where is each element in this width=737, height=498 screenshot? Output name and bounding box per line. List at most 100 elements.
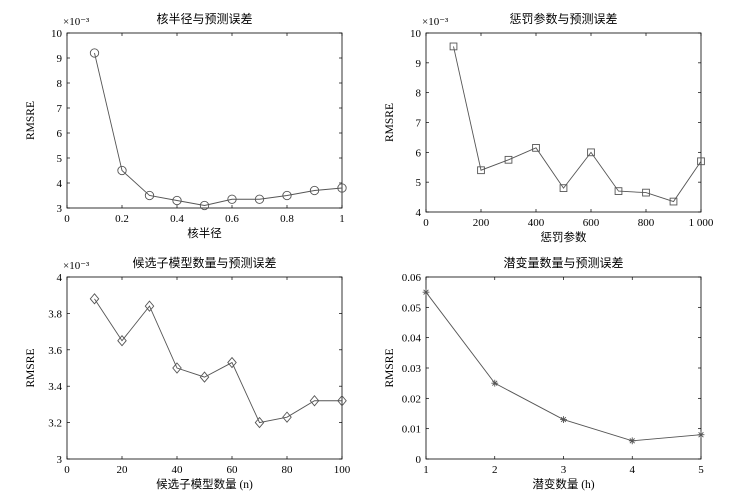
y-multiplier: ×10⁻³ <box>63 16 90 28</box>
y-tick-label: 0.01 <box>402 424 421 436</box>
x-axis-label: 潜变数量 (h) <box>532 477 594 491</box>
data-point-marker <box>669 197 678 206</box>
x-tick-label: 0.2 <box>115 213 129 225</box>
y-tick-label: 4 <box>57 178 63 190</box>
data-point-marker <box>587 148 595 157</box>
data-point-marker <box>172 362 182 374</box>
data-point-marker <box>117 165 127 176</box>
x-tick-label: 800 <box>638 217 655 229</box>
x-tick-label: 0 <box>64 464 70 476</box>
data-point-marker <box>309 395 320 407</box>
x-tick-label: 0 <box>64 213 70 225</box>
y-tick-label: 6 <box>416 147 422 159</box>
y-axis-label: RMSRE <box>25 349 37 388</box>
series-line <box>94 298 342 424</box>
x-axis-label: 候选子模型数量 (n) <box>156 477 253 491</box>
y-tick-label: 3.2 <box>48 418 62 430</box>
y-tick-label: 0.04 <box>402 333 422 345</box>
y-tick-label: 3.8 <box>48 308 62 320</box>
chart-title: 候选子模型数量与预测误差 <box>132 255 276 270</box>
y-tick-label: 3 <box>57 203 63 215</box>
axes-frame <box>425 276 702 460</box>
chart-title: 惩罚参数与预测误差 <box>509 11 617 26</box>
y-tick-label: 3 <box>57 454 63 466</box>
y-tick-label: 0.02 <box>402 393 421 405</box>
y-tick-label: 9 <box>57 53 63 65</box>
data-point-marker <box>477 166 485 175</box>
y-axis-label: RMSRE <box>384 103 396 142</box>
y-tick-label: 3.6 <box>48 345 62 357</box>
x-tick-label: 100 <box>334 464 351 476</box>
y-tick-label: 0.05 <box>402 302 422 314</box>
y-tick-label: 3.4 <box>48 381 62 393</box>
axes-frame <box>66 276 343 460</box>
y-tick-label: 8 <box>416 88 422 100</box>
data-point-marker <box>337 183 347 193</box>
x-tick-label: 600 <box>583 217 600 229</box>
x-tick-label: 80 <box>282 464 294 476</box>
data-point-marker <box>614 187 623 195</box>
y-tick-label: 0.06 <box>402 272 422 284</box>
x-tick-label: 20 <box>117 464 129 476</box>
series-line <box>94 52 343 206</box>
x-tick-label: 1 000 <box>689 217 714 229</box>
data-point-marker <box>199 371 210 383</box>
x-tick-label: 200 <box>473 217 490 229</box>
chart-title: 潜变量数量与预测误差 <box>503 255 623 270</box>
data-point-marker <box>144 300 155 312</box>
y-tick-label: 7 <box>416 118 422 130</box>
data-point-marker <box>309 185 320 196</box>
y-multiplier: ×10⁻³ <box>422 16 449 28</box>
y-tick-label: 6 <box>57 128 63 140</box>
x-tick-label: 4 <box>630 464 636 476</box>
x-tick-label: 60 <box>227 464 239 476</box>
chart-panel-4: 1 2 3 4 5 0 0.01 0.02 0.03 0.04 0.05 0.06 潜变量数量与预测误差… <box>384 255 705 491</box>
y-axis-label: RMSRE <box>25 101 37 140</box>
data-point-marker <box>89 293 100 305</box>
chart-panel-3: 0 20 40 60 80 100 3 3.2 3.4 3.6 3.8 4×10⁻³ 候选子模型数量与预… <box>25 255 351 491</box>
x-tick-label: 5 <box>698 464 704 476</box>
data-point-marker <box>199 200 210 211</box>
y-tick-label: 4 <box>416 207 422 219</box>
data-point-marker <box>642 188 650 197</box>
axes-frame <box>66 32 343 209</box>
y-tick-label: 8 <box>57 78 63 90</box>
data-point-marker <box>144 190 155 201</box>
x-axis-label: 惩罚参数 <box>541 230 587 244</box>
y-tick-label: 7 <box>57 103 63 115</box>
x-axis-label: 核半径 <box>187 226 222 240</box>
x-tick-label: 0.8 <box>280 213 294 225</box>
data-point-marker <box>449 42 458 51</box>
data-point-marker <box>532 144 540 152</box>
data-point-marker <box>172 195 182 206</box>
x-tick-label: 3 <box>561 464 567 476</box>
data-point-marker <box>254 194 265 204</box>
data-point-marker <box>254 416 265 429</box>
y-axis-label: RMSRE <box>384 349 396 388</box>
series-line <box>453 46 702 203</box>
y-tick-label: 9 <box>416 58 422 70</box>
y-tick-label: 0 <box>416 454 422 466</box>
y-tick-label: 0.03 <box>402 363 422 375</box>
x-tick-label: 0.4 <box>170 213 184 225</box>
x-tick-label: 0.6 <box>225 213 239 225</box>
data-point-marker <box>560 416 567 423</box>
x-tick-label: 1 <box>423 464 429 476</box>
data-point-marker <box>628 437 636 445</box>
data-point-marker <box>559 184 568 192</box>
y-tick-label: 5 <box>416 177 422 189</box>
data-point-marker <box>282 190 292 201</box>
data-point-marker <box>697 157 705 166</box>
data-point-marker <box>282 411 292 423</box>
data-point-marker <box>422 288 430 296</box>
chart-title: 核半径与预测误差 <box>156 12 252 26</box>
y-tick-label: 5 <box>57 153 63 165</box>
data-point-marker <box>117 335 127 347</box>
data-point-marker <box>227 194 237 204</box>
data-point-marker <box>504 155 513 164</box>
data-point-marker <box>491 379 499 387</box>
y-multiplier: ×10⁻³ <box>63 260 90 272</box>
y-tick-label: 10 <box>51 28 63 40</box>
